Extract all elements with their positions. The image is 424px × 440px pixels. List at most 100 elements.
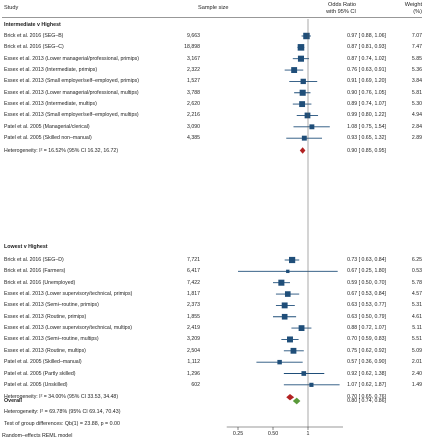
study-marker <box>303 32 310 40</box>
x-tick-label: 0.50 <box>267 431 279 437</box>
study-label: Patel et al. 2005 (Skilled–manual) <box>4 359 82 366</box>
study-label: Essex et al. 2013 (Lower managerial/prof… <box>4 55 139 62</box>
study-marker <box>297 55 305 62</box>
study-marker <box>298 325 305 332</box>
or-ci-text: 0.87 [ 0.81, 0.93] <box>347 44 386 51</box>
study-label: Essex et al. 2013 (Intermediate, multips… <box>4 101 97 108</box>
study-marker <box>309 382 314 387</box>
study-marker <box>301 135 307 141</box>
study-label: Patel et al. 2005 (Partly skilled) <box>4 370 76 377</box>
or-ci-text: 0.90 [ 0.76, 1.05] <box>347 89 386 96</box>
col-header-study: Study <box>4 5 19 11</box>
group-difference-test: Test of group differences: Qb(1) = 23.88… <box>4 421 120 427</box>
pooled-diamond <box>286 394 295 401</box>
overall-title: Overall <box>4 398 22 404</box>
sample-size: 4,385 <box>187 135 200 142</box>
study-marker <box>309 124 315 130</box>
weight-value: 5.81 <box>411 89 422 96</box>
sample-size: 9,663 <box>187 33 200 39</box>
col-header-weight: Weight <box>404 2 422 8</box>
or-ci-text: 0.63 [ 0.53, 0.77] <box>347 302 386 309</box>
study-label: Patel et al. 2005 (Managerial/clerical) <box>4 123 90 130</box>
sample-size: 1,112 <box>187 359 200 366</box>
x-tick-label: 1 <box>306 431 310 437</box>
or-ci-text: 0.97 [ 0.88, 1.06] <box>347 33 386 39</box>
study-marker <box>281 313 288 320</box>
study-label: Brick et al. 2016 (SEG–B) <box>4 33 64 39</box>
pooled-diamond <box>299 147 306 154</box>
study-label: Essex et al. 2013 (Lower managerial/prof… <box>4 89 139 96</box>
or-ci-text: 1.08 [ 0.75, 1.54] <box>347 123 386 130</box>
weight-value: 2.01 <box>411 359 422 366</box>
weight-value: 5.30 <box>411 101 422 108</box>
study-marker <box>287 336 293 343</box>
weight-value: 7.47 <box>411 44 422 51</box>
study-label: Brick et al. 2016 (Farmers) <box>4 268 66 275</box>
weight-value: 5.85 <box>411 55 422 62</box>
study-label: Brick et al. 2016 (SEG–D) <box>4 257 64 263</box>
or-ci-text: 0.57 [ 0.36, 0.90] <box>347 359 386 366</box>
study-marker <box>300 78 306 85</box>
or-ci-text: 0.91 [ 0.69, 1.20] <box>347 78 386 85</box>
sample-size: 3,209 <box>187 336 200 343</box>
sample-size: 18,898 <box>184 44 200 51</box>
sample-size: 7,721 <box>187 257 200 263</box>
study-label: Essex et al. 2013 (Routine, multips) <box>4 347 86 354</box>
sample-size: 2,373 <box>187 302 200 309</box>
study-marker <box>286 269 290 274</box>
study-marker <box>291 67 298 74</box>
study-label: Essex et al. 2013 (Small employer/self–e… <box>4 112 139 119</box>
sample-size: 2,419 <box>187 325 200 332</box>
overall-heterogeneity: Heterogeneity: I² = 69.78% (95% CI 69.14… <box>4 409 121 415</box>
or-ci-text: 0.92 [ 0.62, 1.38] <box>347 370 386 377</box>
group-title: Lowest v Highest <box>4 244 48 250</box>
col-header-weight-unit: (%) <box>413 9 422 15</box>
or-ci-text: 0.59 [ 0.50, 0.70] <box>347 279 386 286</box>
weight-value: 5.31 <box>411 302 422 309</box>
sample-size: 3,788 <box>187 89 200 96</box>
sample-size: 2,504 <box>187 347 200 354</box>
weight-value: 3.84 <box>411 78 422 85</box>
pooled-or-text: 0.70 [ 0.65, 0.76] <box>347 394 386 401</box>
study-label: Essex et al. 2013 (Routine, primips) <box>4 313 87 320</box>
study-marker <box>284 291 291 297</box>
study-marker <box>278 279 285 286</box>
or-ci-text: 0.67 [ 0.53, 0.84] <box>347 291 386 298</box>
weight-value: 1.49 <box>411 381 422 388</box>
heterogeneity-text: Heterogeneity: I² = 34.00% (95% CI 33.53… <box>4 394 119 401</box>
study-label: Essex et al. 2013 (Small employer/self–e… <box>4 78 139 85</box>
sample-size: 3,167 <box>187 55 200 62</box>
weight-value: 4.57 <box>411 291 422 298</box>
study-marker <box>281 302 288 309</box>
study-marker <box>289 256 296 264</box>
study-label: Brick et al. 2016 (SEG–C) <box>4 44 64 51</box>
weight-value: 0.53 <box>411 268 422 275</box>
weight-value: 6.25 <box>411 257 422 263</box>
weight-value: 7.07 <box>411 33 422 39</box>
sample-size: 6,417 <box>187 268 200 275</box>
or-ci-text: 0.87 [ 0.74, 1.02] <box>347 55 386 62</box>
weight-value: 5.78 <box>411 279 422 286</box>
weight-value: 2.84 <box>411 123 422 130</box>
study-label: Essex et al. 2013 (Lower supervisory/tec… <box>4 291 133 298</box>
study-label: Patel et al. 2005 (Skilled non–manual) <box>4 135 92 142</box>
sample-size: 1,296 <box>187 370 200 377</box>
sample-size: 3,090 <box>187 123 200 130</box>
study-label: Essex et al. 2013 (Semi–routine, multips… <box>4 336 99 343</box>
study-label: Essex et al. 2013 (Lower supervisory/tec… <box>4 325 133 332</box>
study-label: Brick et al. 2016 (Unemployed) <box>4 279 76 286</box>
sample-size: 1,817 <box>187 291 200 298</box>
or-ci-text: 0.67 [ 0.25, 1.80] <box>347 268 386 275</box>
or-ci-text: 0.73 [ 0.63, 0.84] <box>347 257 386 263</box>
or-ci-text: 0.70 [ 0.59, 0.83] <box>347 336 386 343</box>
weight-value: 4.94 <box>411 112 422 119</box>
overall-or-text: 0.80 [ 0.74, 0.86] <box>347 398 386 404</box>
study-marker <box>304 112 311 119</box>
weight-value: 2.89 <box>411 135 422 142</box>
weight-value: 5.51 <box>411 336 422 343</box>
sample-size: 1,855 <box>187 313 200 320</box>
study-marker <box>299 89 306 96</box>
col-header-sample-size: Sample size <box>198 5 229 11</box>
sample-size: 2,322 <box>187 67 200 74</box>
